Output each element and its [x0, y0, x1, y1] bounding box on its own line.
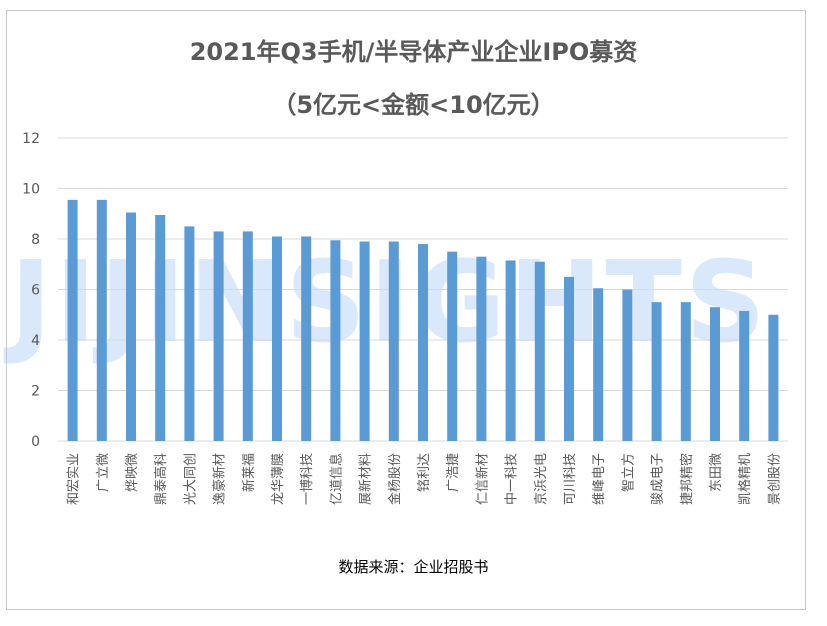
y-tick-label: 2 [31, 384, 40, 400]
chart-subtitle: （5亿元<金额<10亿元） [272, 91, 555, 119]
bar [768, 314, 779, 441]
x-tick-label: 金杨股份 [387, 453, 403, 505]
bar [418, 244, 428, 441]
x-tick-label: 和宏实业 [67, 453, 82, 505]
bar [476, 256, 487, 441]
bar [505, 260, 516, 441]
x-tick-label: 铭利达 [417, 453, 432, 492]
bar [272, 236, 282, 441]
bar [96, 199, 107, 441]
x-tick-label: 展新材料 [358, 453, 374, 505]
x-tick-label: 可川科技 [563, 453, 578, 505]
x-axis-ticks: 和宏实业 广立微 烨映微 鼎泰高科 光大同创 逸豪新材 新莱福 龙华薄膜 一博科技 亿道信息 展新材… [67, 453, 783, 505]
bar [680, 302, 691, 441]
bar [242, 231, 253, 441]
x-tick-label: 烨映微 [125, 453, 140, 492]
source-note: 数据来源：企业招股书 [338, 558, 489, 576]
x-tick-label: 光大同创 [183, 453, 198, 505]
x-tick-label: 景创股份 [767, 453, 782, 505]
bar [564, 276, 574, 441]
bar [184, 226, 195, 441]
y-tick-label: 10 [22, 182, 40, 198]
x-tick-label: 一博科技 [300, 453, 315, 505]
bar [330, 240, 341, 441]
y-tick-label: 12 [22, 131, 40, 147]
y-tick-label: 4 [31, 333, 40, 349]
x-tick-label: 鼎泰高科 [153, 453, 169, 505]
x-tick-label: 东田微 [709, 453, 724, 492]
y-tick-label: 8 [31, 232, 40, 248]
y-tick-label: 6 [31, 283, 40, 299]
x-tick-label: 亿道信息 [328, 453, 344, 505]
x-tick-label: 中一科技 [505, 453, 520, 505]
x-tick-label: 凯格精机 [737, 453, 753, 505]
chart-title: 2021年Q3手机/半导体产业企业IPO募资 [189, 38, 638, 66]
bar [155, 215, 166, 441]
bar [388, 241, 399, 441]
x-tick-label: 广浩捷 [446, 453, 461, 492]
bar [359, 241, 370, 441]
bar [534, 261, 545, 441]
bar [739, 310, 750, 441]
bar [622, 289, 633, 441]
x-tick-label: 广立微 [96, 453, 111, 492]
x-tick-label: 逸豪新材 [212, 453, 228, 505]
bar [126, 212, 136, 441]
bar [651, 302, 662, 441]
x-tick-label: 维峰电子 [592, 453, 607, 505]
x-tick-label: 骏成电子 [651, 453, 666, 505]
bar [67, 199, 78, 441]
bar [593, 288, 604, 441]
x-tick-label: 新莱福 [241, 453, 257, 492]
bar [447, 251, 458, 441]
x-tick-label: 龙华薄膜 [271, 453, 286, 505]
bars [67, 199, 779, 441]
x-tick-label: 智立方 [620, 453, 636, 492]
x-tick-label: 仁信新材 [474, 453, 490, 505]
x-tick-label: 捷邦精密 [679, 453, 695, 505]
y-tick-label: 0 [31, 434, 40, 450]
x-tick-label: 京浜光电 [534, 453, 549, 505]
bar [301, 236, 312, 441]
bar [710, 307, 720, 441]
bar [213, 231, 224, 441]
chart-frame [6, 10, 806, 610]
y-axis-ticks: 0 2 4 6 8 10 12 [22, 131, 40, 450]
